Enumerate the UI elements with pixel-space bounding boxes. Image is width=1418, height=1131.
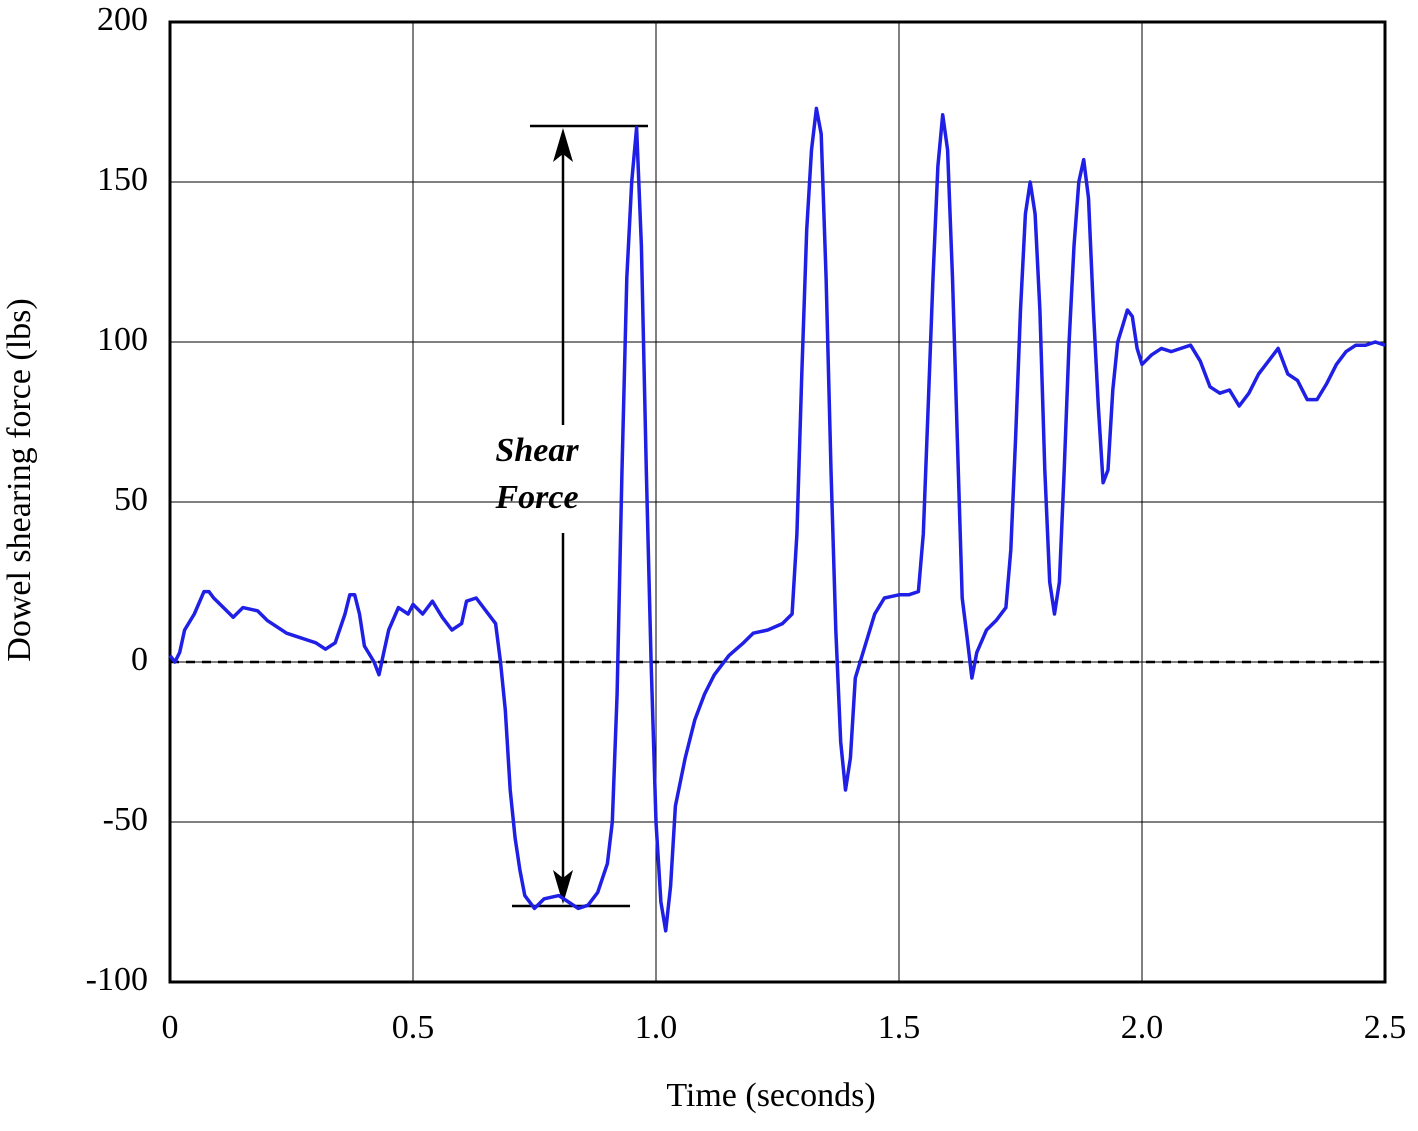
y-tick-label: -100 — [86, 961, 148, 998]
annotation-text: Shear — [495, 432, 579, 469]
data-line — [168, 106, 1386, 933]
arrow-head — [553, 870, 573, 904]
annotation-text: Force — [494, 479, 578, 516]
y-tick-label: 50 — [114, 481, 148, 518]
x-tick-label: 1.0 — [635, 1009, 678, 1046]
x-tick-label: 2.0 — [1121, 1009, 1164, 1046]
y-axis-label: Dowel shearing force (lbs) — [1, 298, 38, 661]
x-tick-label: 1.5 — [878, 1009, 921, 1046]
annotation: Shear Force — [494, 124, 648, 908]
y-tick-label: 150 — [97, 161, 148, 198]
y-tick-label: -50 — [103, 801, 148, 838]
grid — [168, 20, 1387, 984]
x-axis-label: Time (seconds) — [666, 1077, 875, 1114]
x-tick-label: 0 — [162, 1009, 179, 1046]
y-tick-label: 200 — [97, 1, 148, 38]
plot-frame — [168, 20, 1387, 984]
y-tick-label: 100 — [97, 321, 148, 358]
x-tick-label: 2.5 — [1364, 1009, 1407, 1046]
x-tick-label: 0.5 — [392, 1009, 435, 1046]
y-tick-label: 0 — [131, 641, 148, 678]
arrow-head — [553, 128, 573, 162]
